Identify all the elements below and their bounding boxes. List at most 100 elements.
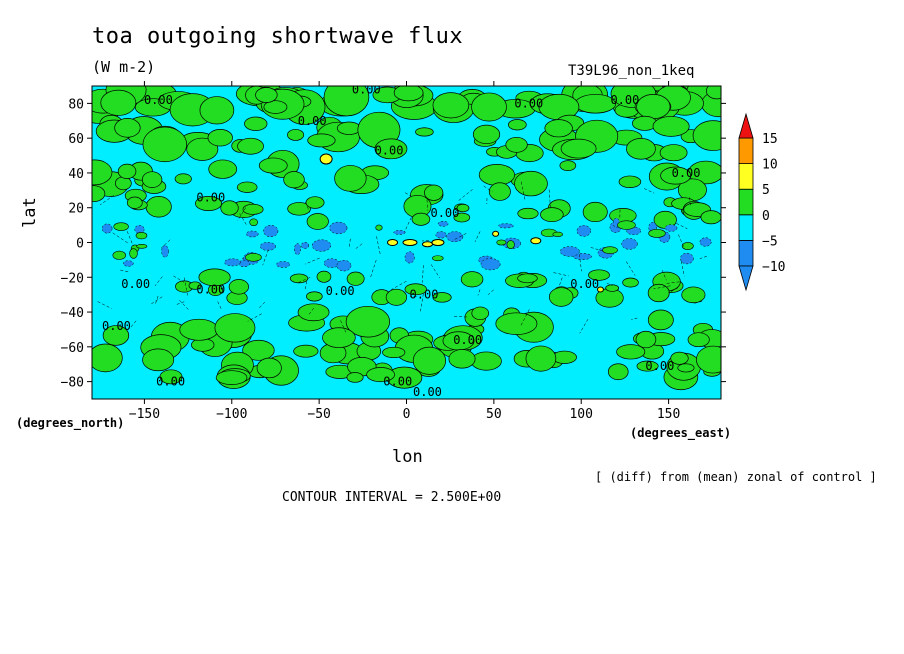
negative-contour bbox=[426, 199, 429, 211]
negative-contour bbox=[688, 197, 692, 207]
contour-region bbox=[621, 238, 638, 250]
negative-contour bbox=[519, 309, 530, 327]
contour-region bbox=[186, 137, 219, 161]
negative-contour bbox=[590, 247, 604, 252]
contour-region bbox=[101, 223, 113, 234]
contour-region bbox=[472, 124, 501, 144]
contour-region bbox=[136, 243, 148, 249]
negative-contour bbox=[389, 280, 407, 291]
negative-contour bbox=[558, 277, 563, 288]
contour-region bbox=[114, 118, 141, 138]
contour-region bbox=[616, 344, 646, 360]
negative-contour bbox=[661, 269, 667, 281]
x-axis-label: lon bbox=[392, 447, 423, 467]
contour-label: 0.00 bbox=[121, 277, 150, 291]
contour-region bbox=[699, 237, 712, 247]
contour-region bbox=[622, 277, 639, 288]
colorbar-label: 0 bbox=[762, 209, 770, 224]
colorbar-min-arrow bbox=[738, 265, 754, 292]
x-axis-unit: (degrees_east) bbox=[630, 426, 732, 440]
run-id-label: T39L96_non_1keq bbox=[568, 63, 695, 79]
contour-region bbox=[126, 196, 143, 209]
contour-region bbox=[681, 242, 694, 250]
contour-region bbox=[188, 281, 202, 290]
contour-label: 0.00 bbox=[413, 385, 442, 399]
negative-contour bbox=[369, 259, 377, 279]
contour-region bbox=[237, 137, 264, 155]
contour-region bbox=[448, 349, 476, 369]
positive-anomaly bbox=[492, 230, 500, 237]
negative-contour bbox=[644, 188, 655, 194]
y-tick-label: 60 bbox=[68, 132, 84, 147]
contour-region bbox=[588, 269, 610, 281]
contour-fill: 0.000.000.00 0.000.000.000.000.000.000.00… bbox=[92, 82, 721, 399]
contour-region bbox=[346, 372, 364, 383]
colorbar-bin bbox=[738, 239, 754, 267]
contour-region bbox=[687, 332, 710, 348]
contour-region bbox=[560, 138, 597, 159]
contour-region bbox=[179, 318, 219, 341]
contour-region bbox=[460, 271, 484, 288]
contour-region bbox=[346, 271, 365, 286]
contour-region bbox=[207, 129, 233, 147]
positive-anomaly bbox=[421, 241, 433, 248]
contour-label: 0.00 bbox=[375, 143, 404, 157]
negative-contour bbox=[160, 239, 171, 249]
contour-region bbox=[453, 212, 471, 223]
contour-region bbox=[336, 121, 362, 135]
contour-region bbox=[322, 327, 356, 348]
contour-region bbox=[249, 218, 259, 227]
contour-region bbox=[244, 116, 268, 131]
colorbar-label: 5 bbox=[762, 183, 770, 198]
contour-region bbox=[507, 119, 527, 131]
contour-region bbox=[220, 200, 239, 216]
negative-contour bbox=[247, 313, 262, 322]
contour-region bbox=[647, 309, 674, 331]
contour-region bbox=[607, 363, 629, 381]
contour-label: 0.00 bbox=[326, 284, 355, 298]
negative-contour bbox=[699, 255, 707, 259]
negative-contour bbox=[112, 232, 129, 244]
contour-region bbox=[573, 253, 592, 260]
contour-region bbox=[605, 284, 620, 292]
contour-region bbox=[174, 173, 192, 185]
contour-region bbox=[404, 251, 415, 264]
axes: −80 −60 −40 −20 0 20 40 60 80 −150 −100 −50 0 50 100 15… bbox=[61, 81, 726, 422]
plot-area: 0.000.000.00 0.000.000.000.000.000.000.00… bbox=[92, 82, 721, 399]
contour-region bbox=[576, 225, 591, 237]
negative-contour bbox=[149, 296, 163, 306]
contour-region bbox=[238, 260, 250, 268]
negative-contour bbox=[477, 289, 481, 296]
y-tick-label: 40 bbox=[68, 167, 84, 182]
negative-contour bbox=[309, 307, 314, 315]
positive-anomaly bbox=[431, 239, 445, 246]
colorbar-bin bbox=[738, 137, 754, 165]
negative-contour bbox=[694, 301, 703, 304]
contour-region bbox=[366, 367, 395, 383]
negative-contour bbox=[183, 277, 188, 297]
contour-region bbox=[700, 210, 721, 225]
contour-region bbox=[635, 330, 657, 349]
contour-label: 0.00 bbox=[352, 82, 381, 96]
negative-contour bbox=[548, 189, 551, 208]
contour-region bbox=[636, 360, 659, 372]
contour-region bbox=[293, 344, 319, 358]
contour-region bbox=[323, 258, 340, 268]
contour-region bbox=[307, 133, 336, 148]
negative-contour bbox=[179, 299, 190, 311]
contour-region bbox=[478, 164, 515, 186]
contour-region bbox=[375, 224, 383, 231]
colorbar: −10 −5 0 5 10 15 bbox=[738, 112, 785, 292]
negative-contour bbox=[454, 316, 468, 318]
contour-label: 0.00 bbox=[430, 206, 459, 220]
contour-region bbox=[123, 260, 134, 267]
negative-contour bbox=[453, 233, 467, 241]
colorbar-max-arrow bbox=[738, 112, 754, 139]
contour-label: 0.00 bbox=[196, 282, 225, 296]
x-tick-label: −100 bbox=[216, 407, 247, 422]
contour-region bbox=[540, 207, 564, 223]
contour-region bbox=[142, 348, 175, 372]
negative-contour bbox=[579, 318, 589, 334]
diff-note: [ (diff) from (mean) zonal of control ] bbox=[595, 470, 877, 484]
